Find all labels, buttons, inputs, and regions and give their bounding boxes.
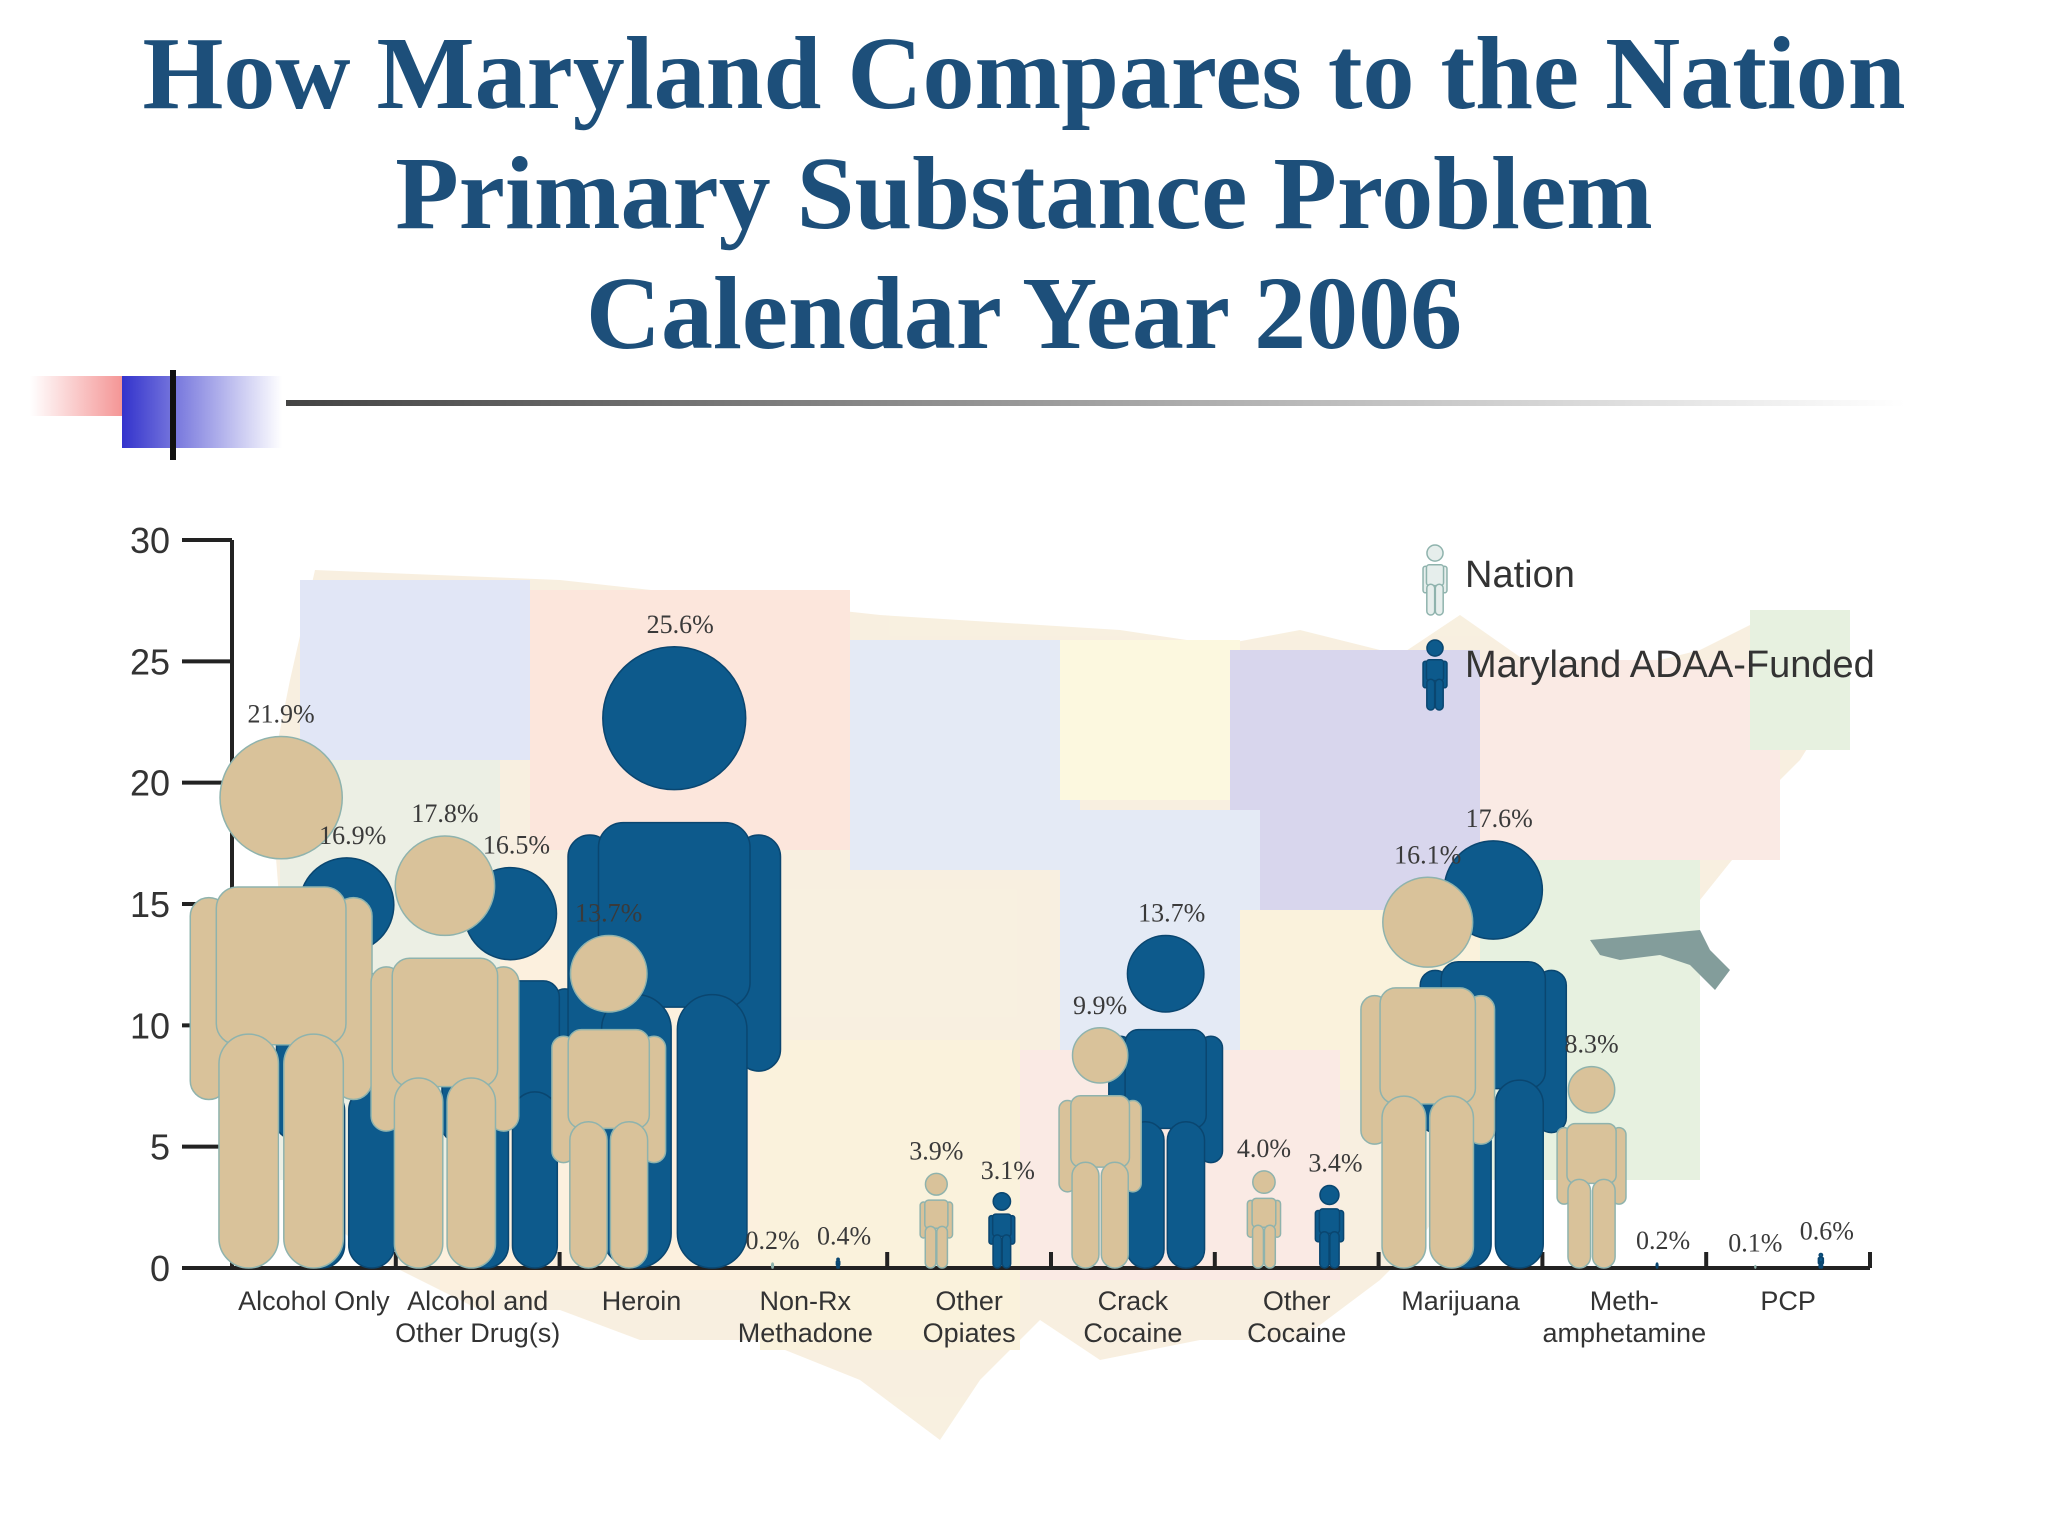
x-tick-label: Crack Cocaine: [1083, 1286, 1182, 1348]
maryland-figure: [1655, 1262, 1659, 1269]
nation-figure: [1556, 1065, 1627, 1269]
nation-value-label: 4.0%: [1237, 1134, 1291, 1163]
nation-value-label: 13.7%: [575, 899, 642, 928]
maryland-state-shape: [1590, 930, 1730, 990]
nation-figure: [189, 735, 373, 1269]
nation-value-label: 0.1%: [1728, 1229, 1782, 1258]
maryland-value-label: 16.5%: [483, 831, 550, 860]
title-line-1: How Maryland Compares to the Nation: [142, 16, 1906, 131]
nation-figure: [1360, 876, 1496, 1269]
x-tick-label: Non-Rx Methadone: [738, 1286, 873, 1348]
maryland-value-label: 13.7%: [1138, 899, 1205, 928]
nation-figure: [1058, 1027, 1142, 1269]
nation-figure: [919, 1172, 954, 1269]
x-tick-label: Meth-amphetamine: [1542, 1286, 1706, 1348]
deco-blue-bar: [122, 376, 282, 448]
map-region-northwest: [300, 580, 530, 760]
x-tick-label: Heroin: [602, 1286, 682, 1316]
title-line-2: Primary Substance Problem: [395, 136, 1653, 251]
chart-axes: 0 5 10 15 20 25 30 Alcohol Only Alcohol and Other…: [130, 520, 1872, 1348]
map-region-plains: [850, 640, 1080, 870]
legend: Nation Maryland ADAA-Funded: [1422, 544, 1875, 711]
maryland-figure: [835, 1257, 841, 1269]
chart-title: How Maryland Compares to the Nation Prim…: [0, 14, 2048, 374]
y-tick-label: 10: [130, 1005, 170, 1046]
nation-figure: [1754, 1264, 1757, 1269]
y-tick-label: 5: [150, 1127, 170, 1168]
legend-label-nation: Nation: [1465, 554, 1575, 596]
deco-vertical-tick: [170, 370, 176, 460]
map-region-new-england: [1750, 610, 1850, 750]
maryland-value-label: 16.9%: [319, 821, 386, 850]
x-tick-label: PCP: [1760, 1286, 1816, 1316]
nation-value-label: 3.9%: [909, 1136, 963, 1165]
y-tick-label: 25: [130, 641, 170, 682]
maryland-value-label: 25.6%: [647, 610, 714, 639]
map-region-dakotas: [1060, 640, 1240, 800]
x-tick-label: Other Cocaine: [1247, 1286, 1346, 1348]
chart-marks: 21.9% 16.9% 17.8%16.5% 13.7% 25.6% 0.2% 0.4% 3.…: [189, 610, 1854, 1269]
maryland-value-label: 17.6%: [1466, 804, 1533, 833]
title-decoration: [30, 370, 1906, 460]
maryland-value-label: 0.4%: [817, 1221, 871, 1250]
y-tick-label: 30: [130, 520, 170, 561]
y-tick-label: 0: [150, 1248, 170, 1289]
title-line-3: Calendar Year 2006: [585, 256, 1463, 371]
bar-chart: 0 5 10 15 20 25 30 Alcohol Only Alcohol and Other…: [130, 520, 1875, 1440]
nation-figure: [1246, 1170, 1282, 1269]
x-tick-label: Alcohol and Other Drug(s): [395, 1286, 560, 1348]
x-tick-label: Marijuana: [1401, 1286, 1521, 1316]
x-tick-label: Alcohol Only: [238, 1286, 390, 1316]
maryland-value-label: 0.2%: [1636, 1226, 1690, 1255]
nation-value-label: 8.3%: [1564, 1030, 1618, 1059]
y-tick-label: 15: [130, 884, 170, 925]
maryland-value-label: 3.4%: [1308, 1148, 1362, 1177]
deco-rule: [286, 400, 1906, 406]
nation-value-label: 16.1%: [1394, 840, 1461, 869]
nation-figure: [551, 934, 667, 1269]
nation-value-label: 21.9%: [248, 700, 315, 729]
nation-value-label: 0.2%: [745, 1226, 799, 1255]
y-tick-label: 20: [130, 763, 170, 804]
nation-value-label: 9.9%: [1073, 991, 1127, 1020]
map-region-northeast: [1480, 660, 1780, 860]
map-region-texas: [760, 1040, 1020, 1350]
legend-nation-icon: [1422, 544, 1448, 616]
legend-maryland-icon: [1422, 639, 1448, 711]
nation-value-label: 17.8%: [411, 799, 478, 828]
maryland-value-label: 3.1%: [981, 1156, 1035, 1185]
legend-label-maryland: Maryland ADAA-Funded: [1465, 644, 1875, 686]
maryland-figure: [1314, 1184, 1345, 1269]
maryland-figure: [1817, 1252, 1825, 1269]
maryland-figure: [988, 1192, 1016, 1269]
nation-figure: [370, 835, 520, 1269]
nation-figure: [770, 1262, 775, 1269]
x-tick-label: Other Opiates: [923, 1286, 1016, 1348]
maryland-value-label: 0.6%: [1800, 1216, 1854, 1245]
